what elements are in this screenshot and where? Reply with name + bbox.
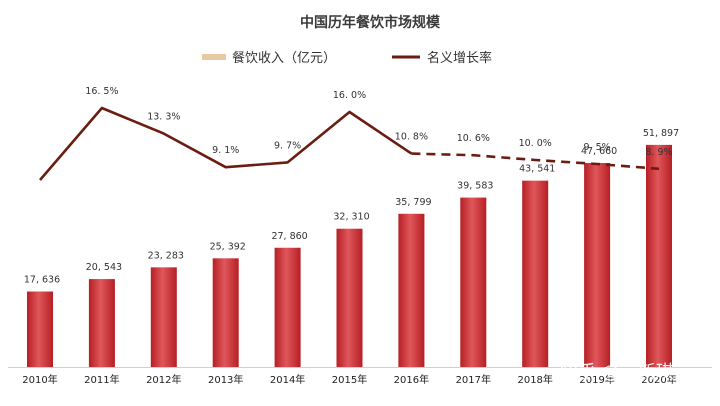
bar [88, 279, 115, 367]
bar-value-label: 35, 799 [395, 197, 431, 208]
legend-bar-swatch [202, 54, 226, 60]
bar [522, 180, 549, 367]
bar [460, 197, 487, 367]
bar [336, 228, 363, 367]
x-tick-label: 2017年 [456, 373, 491, 386]
bar-value-label: 47, 660 [581, 146, 617, 157]
bar-value-label: 20, 543 [86, 262, 122, 273]
growth-rate-label: 8. 9% [645, 147, 672, 158]
growth-rate-label: 10. 8% [395, 132, 428, 143]
bar [27, 291, 53, 367]
bar [646, 144, 672, 367]
x-tick-label: 2016年 [394, 373, 429, 386]
growth-rate-label: 16. 5% [85, 86, 118, 97]
growth-line-solid [39, 106, 413, 181]
bar [584, 163, 611, 367]
watermark: 知乎 @喜新琪 [560, 362, 674, 383]
x-tick-label: 2012年 [146, 373, 181, 386]
x-tick-label: 2010年 [22, 373, 57, 386]
x-tick-label: 2014年 [270, 373, 305, 386]
growth-rate-label: 10. 0% [519, 138, 552, 149]
bar [212, 258, 239, 367]
x-tick-label: 2011年 [84, 373, 119, 386]
growth-rate-label: 10. 6% [457, 133, 490, 144]
growth-line-group [39, 106, 660, 181]
growth-rate-label: 9. 1% [212, 145, 239, 156]
growth-rate-label: 16. 0% [333, 90, 366, 101]
bar-labels-group: 17, 636 20, 543 23, 283 25, 392 27, 860 32, 3… [24, 128, 679, 286]
growth-rate-label: 9. 7% [274, 140, 301, 151]
x-tick-label: 2015年 [332, 373, 367, 386]
growth-rate-label: 13. 3% [147, 112, 180, 123]
bar [150, 267, 177, 367]
bar-value-label: 17, 636 [24, 275, 60, 286]
growth-rate-label: 9. 5% [584, 142, 611, 153]
growth-labels-group: 16. 5% 13. 3% 9. 1% 9. 7% 16. 0% 10. 8% 10. 6%… [85, 86, 672, 158]
bar-value-label: 27, 860 [271, 231, 307, 242]
chart-title: 中国历年餐饮市场规模 [300, 14, 441, 31]
bar-value-label: 39, 583 [457, 181, 493, 192]
bar-value-label: 51, 897 [643, 128, 679, 139]
legend-line-label: 名义增长率 [427, 50, 492, 66]
bar-value-label: 23, 283 [148, 250, 184, 261]
x-tick-label: 2020年 [641, 373, 676, 386]
x-tick-label: 2019年 [579, 373, 614, 386]
x-tick-label: 2018年 [517, 373, 552, 386]
bar-value-label: 25, 392 [210, 241, 246, 252]
x-tick-label: 2013年 [208, 373, 243, 386]
bar-value-label: 32, 310 [333, 212, 369, 223]
bar-value-label: 43, 541 [519, 164, 555, 175]
legend: 餐饮收入（亿元） 名义增长率 [202, 50, 492, 66]
bars-group [27, 144, 672, 367]
bar [274, 247, 301, 367]
x-axis-ticks: 2010年 2011年 2012年 2013年 2014年 2015年 2016年 2017年… [8, 367, 712, 386]
legend-bar-label: 餐饮收入（亿元） [232, 50, 336, 66]
growth-line-dashed [411, 152, 660, 171]
bar [398, 213, 425, 367]
